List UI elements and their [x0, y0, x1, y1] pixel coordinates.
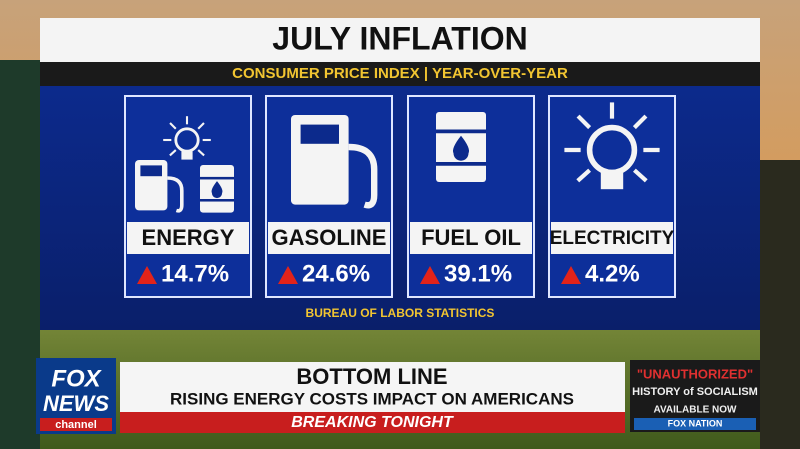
- subtitle: CONSUMER PRICE INDEX | YEAR-OVER-YEAR: [232, 65, 568, 82]
- icon-barrel-ring: [436, 129, 486, 134]
- icon-pump-hose: [167, 176, 184, 213]
- card-change: 24.6%: [302, 260, 370, 287]
- logo-news: NEWS: [43, 391, 109, 416]
- pump-shape: [0, 60, 40, 449]
- card-label: ELECTRICITY: [550, 228, 675, 249]
- derrick-shape: [760, 160, 800, 449]
- title-band: [40, 18, 760, 62]
- card-label-band: [268, 222, 390, 254]
- icon-barrel-ring: [200, 199, 234, 202]
- headline-box: [120, 362, 625, 412]
- card-label: GASOLINE: [272, 225, 387, 250]
- card-change: 14.7%: [161, 260, 229, 287]
- card-change: 39.1%: [444, 260, 512, 287]
- icon-ray: [632, 168, 648, 183]
- promo-line2: HISTORY of SOCIALISM: [632, 386, 758, 398]
- icon-drop: [211, 181, 223, 199]
- icon-pump-hose: [348, 143, 378, 209]
- card-change: 4.2%: [585, 260, 640, 287]
- logo-channel: channel: [55, 419, 97, 431]
- logo-fox: FOX: [51, 365, 102, 392]
- up-arrow: [561, 266, 581, 284]
- up-arrow: [420, 266, 440, 284]
- promo-line1: "UNAUTHORIZED": [637, 366, 753, 381]
- up-arrow: [137, 266, 157, 284]
- card-label-band: [127, 222, 249, 254]
- promo-brand-bar: [634, 418, 756, 430]
- card-label: FUEL OIL: [421, 225, 521, 250]
- cards: ENERGY 14.7% GASOLINE 24.6% FUEL OIL 39.1% ELE…: [124, 95, 676, 298]
- title: JULY INFLATION: [272, 20, 527, 56]
- icon-bulb-base: [600, 172, 624, 190]
- source: BUREAU OF LABOR STATISTICS: [306, 306, 495, 320]
- banner-text: BREAKING TONIGHT: [291, 414, 454, 431]
- icon-pump-window: [300, 124, 339, 144]
- card-label: ENERGY: [142, 225, 235, 250]
- icon-ray: [197, 149, 205, 157]
- icon-bulb-base: [181, 151, 193, 160]
- card-label-band: [551, 222, 673, 254]
- promo-brand: FOX NATION: [668, 418, 723, 428]
- card-label-band: [410, 222, 532, 254]
- icon-pump-window: [140, 165, 162, 177]
- icon-ray: [169, 122, 177, 130]
- subheadline: RISING ENERGY COSTS IMPACT ON AMERICANS: [170, 389, 574, 408]
- icon-drop: [453, 135, 469, 161]
- icon-ray: [169, 149, 177, 157]
- subtitle-band: [40, 62, 760, 86]
- headline: BOTTOM LINE: [296, 364, 447, 389]
- up-arrow: [278, 266, 298, 284]
- icon-ray: [576, 168, 592, 183]
- icon-ray: [197, 122, 205, 130]
- promo-line3: AVAILABLE NOW: [654, 405, 738, 416]
- icon-ray: [576, 114, 592, 130]
- icon-barrel-ring: [200, 176, 234, 180]
- logo-strip: [40, 418, 112, 431]
- icon-barrel-ring: [436, 162, 486, 166]
- icon-ray: [632, 114, 648, 130]
- banner: [120, 412, 625, 433]
